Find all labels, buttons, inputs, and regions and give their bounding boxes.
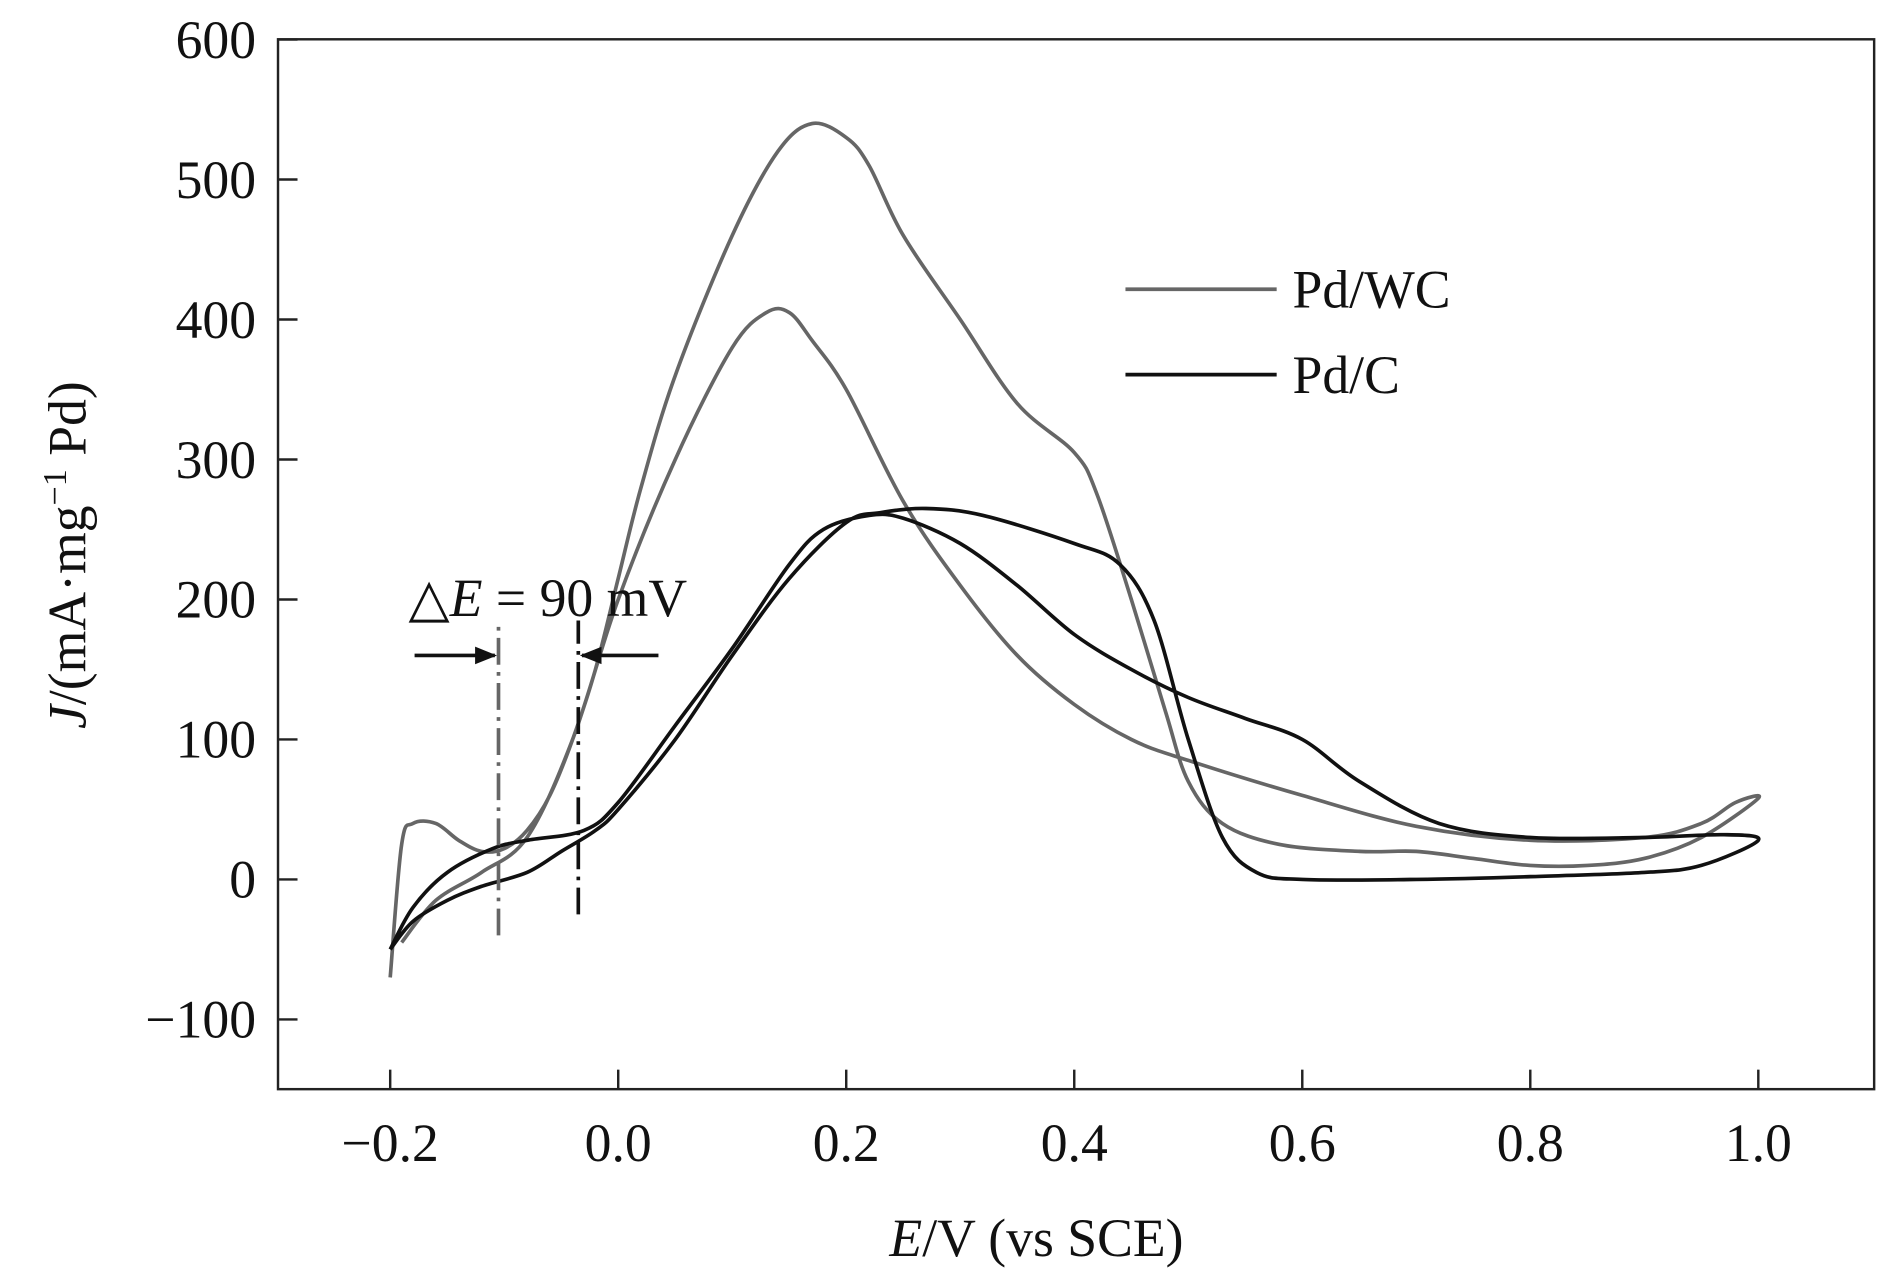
y-label-rest: /(mA·mg <box>37 505 97 705</box>
y-tick-label: 600 <box>176 10 256 70</box>
x-axis: −0.2 0.0 0.2 0.4 0.6 0.8 1.0 <box>342 1069 1792 1173</box>
y-tick-label: 100 <box>176 710 256 770</box>
legend: Pd/WC Pd/C <box>1125 260 1450 405</box>
x-tick-label: 1.0 <box>1725 1113 1792 1173</box>
delta-e-label: △E = 90 mV <box>408 568 687 628</box>
y-label-sup: −1 <box>37 469 74 505</box>
y-tick-label: 0 <box>229 850 256 910</box>
y-axis-label: J/(mA·mg−1 Pd) <box>37 381 98 729</box>
series-line-pd-wc <box>388 121 1762 978</box>
delta-symbol: △ <box>408 568 450 628</box>
y-tick-label: −100 <box>145 990 256 1050</box>
legend-label-pd-c: Pd/C <box>1293 345 1400 405</box>
plot-frame <box>276 38 1876 1091</box>
x-label-italic: E <box>888 1208 922 1268</box>
legend-label-pd-wc: Pd/WC <box>1293 260 1451 320</box>
x-label-rest: /V (vs SCE) <box>922 1208 1183 1268</box>
y-tick-label: 400 <box>176 290 256 350</box>
y-label-tail: Pd) <box>37 381 97 469</box>
x-tick-label: 0.8 <box>1497 1113 1564 1173</box>
x-tick-label: 0.2 <box>813 1113 880 1173</box>
series-line-pd-c <box>388 506 1761 951</box>
x-tick-label: 0.6 <box>1269 1113 1336 1173</box>
x-axis-label: E/V (vs SCE) <box>888 1208 1183 1268</box>
delta-e-italic: E <box>449 568 483 628</box>
y-axis: −100 0 100 200 300 400 500 600 <box>145 10 298 1050</box>
x-tick-label: 0.0 <box>585 1113 652 1173</box>
y-label-italic: J <box>37 703 97 729</box>
x-tick-label: 0.4 <box>1041 1113 1108 1173</box>
x-tick-label: −0.2 <box>342 1113 439 1173</box>
series-group <box>388 121 1762 978</box>
y-tick-label: 300 <box>176 430 256 490</box>
y-tick-label: 200 <box>176 570 256 630</box>
delta-e-rest: = 90 mV <box>483 568 688 628</box>
annotations <box>414 620 659 936</box>
y-tick-label: 500 <box>176 150 256 210</box>
